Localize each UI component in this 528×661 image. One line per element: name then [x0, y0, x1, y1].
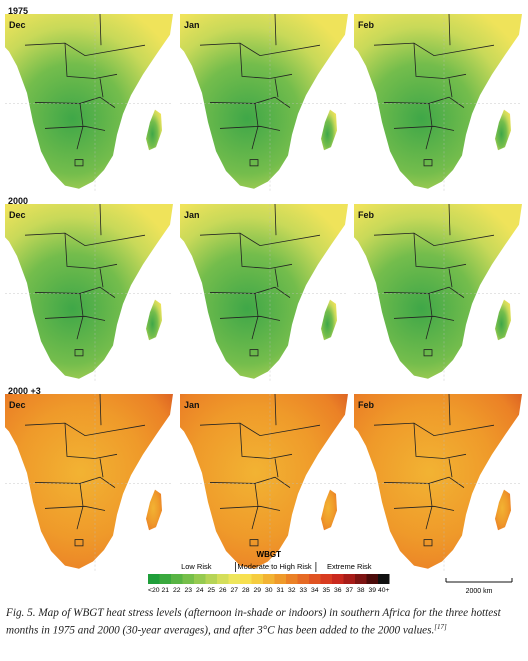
legend-label: 27	[230, 587, 238, 594]
legend-label: 37	[345, 587, 353, 594]
legend-label: 24	[196, 587, 204, 594]
caption-ref: [17]	[434, 623, 447, 631]
legend-label: 23	[184, 587, 192, 594]
legend-label: 30	[265, 587, 273, 594]
legend-swatch	[159, 574, 171, 584]
map-panel	[180, 13, 348, 193]
legend-swatch	[240, 574, 252, 584]
legend-label: 32	[288, 587, 296, 594]
legend-label: 33	[299, 587, 307, 594]
legend-label: 22	[173, 587, 181, 594]
month-label: Feb	[358, 20, 375, 30]
caption-text: Fig. 5. Map of WBGT heat stress levels (…	[6, 607, 501, 637]
month-label: Jan	[184, 20, 200, 30]
legend-swatch	[171, 574, 183, 584]
month-label: Jan	[184, 210, 200, 220]
map-panel	[5, 393, 173, 573]
legend-label: 25	[207, 587, 215, 594]
legend-label: 26	[219, 587, 227, 594]
legend-swatch	[205, 574, 217, 584]
map-panel	[180, 393, 348, 573]
risk-label: Extreme Risk	[327, 562, 372, 571]
legend-swatch	[355, 574, 367, 584]
month-label: Dec	[9, 210, 26, 220]
month-label: Dec	[9, 20, 26, 30]
month-label: Dec	[9, 400, 26, 410]
map-panel	[5, 13, 173, 193]
map-panel	[180, 203, 348, 383]
legend-swatch	[263, 574, 275, 584]
legend-swatch	[217, 574, 229, 584]
caption: Fig. 5. Map of WBGT heat stress levels (…	[6, 606, 522, 638]
legend-label: 21	[161, 587, 169, 594]
row-label: 2000 +3	[8, 386, 41, 396]
month-label: Feb	[358, 210, 375, 220]
legend-swatch	[148, 574, 160, 584]
legend-swatch	[286, 574, 298, 584]
figure: Dec Jan Feb 1975 Dec Jan Feb 2000 Dec Jan Feb 2000 …	[5, 6, 522, 595]
map-panel	[354, 13, 522, 193]
legend-label: 29	[253, 587, 261, 594]
legend-swatch	[182, 574, 194, 584]
map-panel	[354, 393, 522, 573]
map-panel	[5, 203, 173, 383]
map-panel	[354, 203, 522, 383]
legend-swatch	[274, 574, 286, 584]
row-label: 1975	[8, 6, 28, 16]
legend-swatch	[343, 574, 355, 584]
legend-label: 35	[322, 587, 330, 594]
legend-label: 34	[311, 587, 319, 594]
legend-swatch	[228, 574, 240, 584]
legend-label: 31	[276, 587, 284, 594]
legend-label: 38	[357, 587, 365, 594]
risk-label: Low Risk	[181, 562, 212, 571]
risk-label: Moderate to High Risk	[237, 562, 311, 571]
legend-swatch	[251, 574, 263, 584]
legend-label: 36	[334, 587, 342, 594]
legend-swatch	[309, 574, 321, 584]
legend-label: 40+	[378, 587, 390, 594]
month-label: Feb	[358, 400, 375, 410]
legend-swatch	[366, 574, 378, 584]
legend-swatch	[194, 574, 206, 584]
legend-label: <20	[148, 587, 160, 594]
legend-label: 28	[242, 587, 250, 594]
legend-swatch	[378, 574, 390, 584]
legend-swatch	[332, 574, 344, 584]
month-label: Jan	[184, 400, 200, 410]
legend-swatch	[297, 574, 309, 584]
legend-swatch	[320, 574, 332, 584]
scale-label: 2000 km	[466, 588, 493, 595]
legend-label: 39	[368, 587, 376, 594]
legend-title: WBGT	[257, 550, 282, 559]
row-label: 2000	[8, 196, 28, 206]
